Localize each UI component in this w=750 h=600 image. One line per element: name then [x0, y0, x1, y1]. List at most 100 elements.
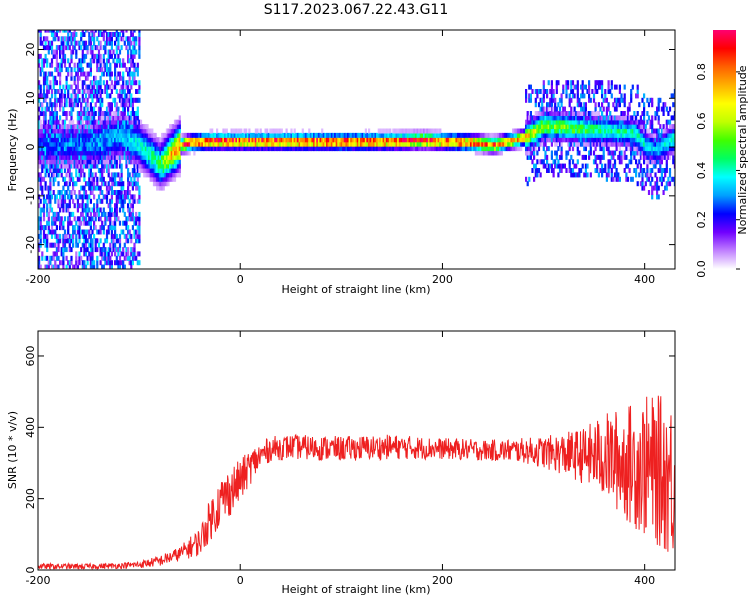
heatmap-cell: [110, 40, 113, 46]
heatmap-cell: [104, 119, 107, 125]
heatmap-cell: [277, 128, 280, 134]
heatmap-cell: [105, 233, 109, 239]
heatmap-cell: [75, 84, 78, 90]
heatmap-cell: [72, 233, 75, 239]
heatmap-cell: [117, 216, 120, 222]
heatmap-cell: [654, 115, 657, 121]
heatmap-cell: [237, 137, 240, 143]
heatmap-cell: [117, 132, 120, 138]
heatmap-cell: [631, 84, 634, 90]
heatmap-cell: [335, 137, 338, 143]
heatmap-cell: [63, 229, 67, 235]
heatmap-cell: [115, 49, 118, 55]
heatmap-cell: [644, 137, 647, 143]
heatmap-cell: [618, 146, 621, 152]
heatmap-cell: [573, 124, 576, 130]
heatmap-cell: [647, 132, 651, 138]
heatmap-cell: [403, 141, 406, 147]
heatmap-cell: [118, 124, 122, 130]
heatmap-cell: [105, 251, 109, 257]
heatmap-cell: [49, 163, 52, 169]
heatmap-cell: [625, 137, 628, 143]
heatmap-cell: [68, 203, 71, 209]
heatmap-cell: [439, 141, 442, 147]
heatmap-cell: [57, 128, 60, 134]
heatmap-cell: [635, 146, 638, 152]
heatmap-cell: [162, 159, 165, 165]
heatmap-cell: [89, 247, 92, 253]
heatmap-cell: [568, 124, 571, 130]
heatmap-cell: [84, 132, 88, 138]
heatmap-cell: [99, 97, 102, 103]
heatmap-cell: [481, 146, 484, 152]
heatmap-cell: [117, 137, 120, 143]
heatmap-cell: [146, 168, 149, 173]
heatmap-cell: [46, 80, 49, 86]
heatmap-cell: [148, 163, 151, 169]
heatmap-cell: [348, 132, 351, 138]
heatmap-cell: [96, 203, 99, 209]
heatmap-cell: [649, 181, 652, 187]
heatmap-cell: [193, 150, 196, 156]
heatmap-cell: [107, 58, 110, 64]
heatmap-cell: [662, 141, 665, 147]
heatmap-cell: [105, 89, 109, 94]
heatmap-cell: [128, 102, 131, 108]
heatmap-cell: [120, 115, 123, 121]
heatmap-cell: [481, 132, 484, 138]
heatmap-cell: [93, 185, 96, 191]
heatmap-cell: [115, 233, 118, 239]
heatmap-cell: [220, 141, 223, 147]
heatmap-cell: [68, 238, 71, 244]
heatmap-cell: [275, 146, 278, 152]
heatmap-cell: [57, 264, 60, 269]
heatmap-cell: [125, 150, 128, 156]
heatmap-cell: [290, 137, 293, 143]
heatmap-cell: [94, 45, 97, 51]
heatmap-cell: [424, 146, 427, 152]
heatmap-cell: [604, 163, 607, 169]
heatmap-cell: [78, 111, 81, 116]
heatmap-cell: [131, 181, 134, 187]
heatmap-cell: [182, 141, 185, 147]
heatmap-cell: [55, 146, 58, 152]
heatmap-cell: [292, 132, 295, 138]
heatmap-cell: [623, 132, 626, 138]
heatmap-cell: [301, 141, 304, 147]
heatmap-cell: [562, 128, 565, 134]
heatmap-cell: [38, 84, 41, 90]
heatmap-cell: [212, 141, 215, 147]
heatmap-cell: [101, 111, 104, 116]
heatmap-cell: [368, 132, 371, 138]
heatmap-cell: [122, 146, 125, 152]
heatmap-cell: [73, 137, 76, 143]
heatmap-cell: [667, 141, 670, 147]
heatmap-cell: [227, 132, 230, 138]
heatmap-cell: [272, 137, 275, 143]
heatmap-cell: [161, 132, 164, 138]
heatmap-cell: [143, 124, 146, 130]
heatmap-cell: [105, 154, 109, 160]
heatmap-cell: [114, 233, 117, 239]
heatmap-cell: [93, 75, 96, 81]
heatmap-cell: [387, 141, 390, 147]
heatmap-cell: [298, 132, 301, 138]
heatmap-cell: [398, 141, 401, 147]
heatmap-cell: [185, 137, 188, 143]
heatmap-cell: [596, 111, 599, 116]
heatmap-cell: [81, 150, 84, 156]
heatmap-cell: [136, 115, 139, 121]
heatmap-cell: [97, 132, 101, 138]
heatmap-cell: [38, 194, 41, 200]
heatmap-cell: [110, 229, 113, 235]
heatmap-cell: [554, 150, 557, 156]
heatmap-cell: [607, 146, 610, 152]
heatmap-cell: [552, 119, 555, 125]
heatmap-cell: [57, 181, 60, 187]
heatmap-cell: [117, 194, 120, 200]
heatmap-cell: [42, 93, 46, 99]
heatmap-cell: [568, 163, 571, 169]
heatmap-cell: [63, 93, 67, 99]
heatmap-cell: [81, 71, 84, 77]
heatmap-cell: [62, 132, 65, 138]
